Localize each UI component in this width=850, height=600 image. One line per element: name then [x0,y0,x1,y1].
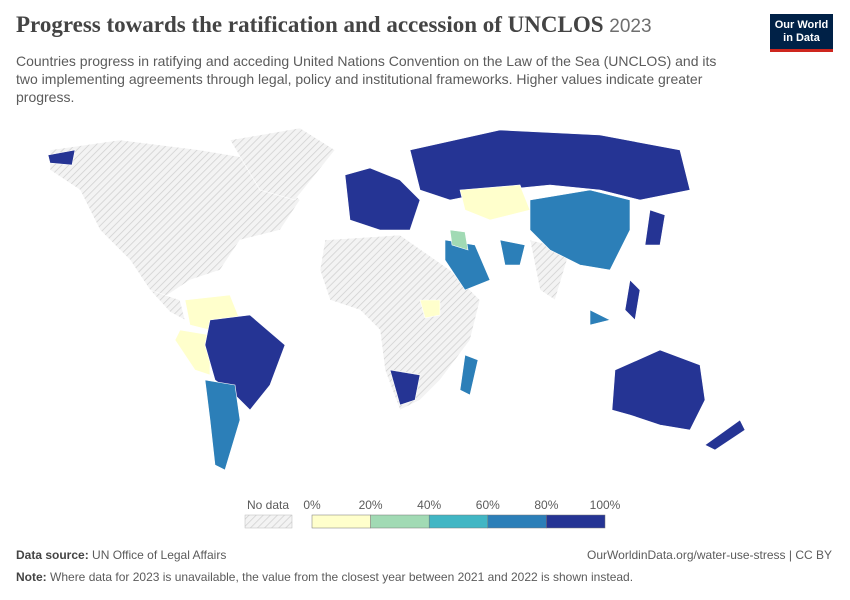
country [444,239,491,291]
country [344,167,421,231]
country [499,239,526,266]
logo-line: Our World [774,19,829,31]
legend-tick-label: 0% [303,498,321,512]
country [459,184,531,221]
legend-tick-label: 60% [476,498,500,512]
country [409,129,691,201]
map: No data 0% 20% 40% 60% 80% 100% [47,127,746,529]
country [529,189,631,271]
country [611,349,706,431]
legend-tick-label: 40% [417,498,441,512]
country [459,354,479,396]
legend-bin [311,514,371,529]
url[interactable]: OurWorldinData.org/water-use-stress | CC… [587,548,832,562]
source: Data source: UN Office of Legal Affairs [16,548,226,562]
country [704,419,746,451]
country [624,279,641,321]
country [449,229,469,251]
country [204,379,241,471]
country [644,209,666,246]
legend-tick-label: 100% [590,498,621,512]
legend-bin [370,514,430,529]
country [229,127,336,201]
note-label: Note: [16,570,47,584]
country [419,299,441,319]
legend-bin [487,514,547,529]
country [49,139,301,301]
country [589,309,611,326]
year: 2023 [609,16,652,37]
subtitle: Countries progress in ratifying and acce… [16,53,717,105]
legend-no-data-label: No data [247,498,289,512]
logo[interactable]: Our World in Data [770,14,833,52]
legend-tick-label: 20% [359,498,383,512]
note-text: Where data for 2023 is unavailable, the … [50,570,634,584]
legend-bin [428,514,489,529]
country [174,329,211,376]
legend-no-data-swatch [244,514,293,529]
country [47,149,76,166]
country [389,369,421,406]
legend-tick-label: 80% [534,498,558,512]
source-label: Data source: [16,548,89,562]
title-block: Progress towards the ratification and ac… [16,12,652,38]
source-text: UN Office of Legal Affairs [92,548,227,562]
note: Note: Where data for 2023 is unavailable… [16,570,633,584]
legend-bin [546,514,606,529]
title: Progress towards the ratification and ac… [16,12,604,37]
logo-line: in Data [783,32,820,44]
country [149,289,186,321]
